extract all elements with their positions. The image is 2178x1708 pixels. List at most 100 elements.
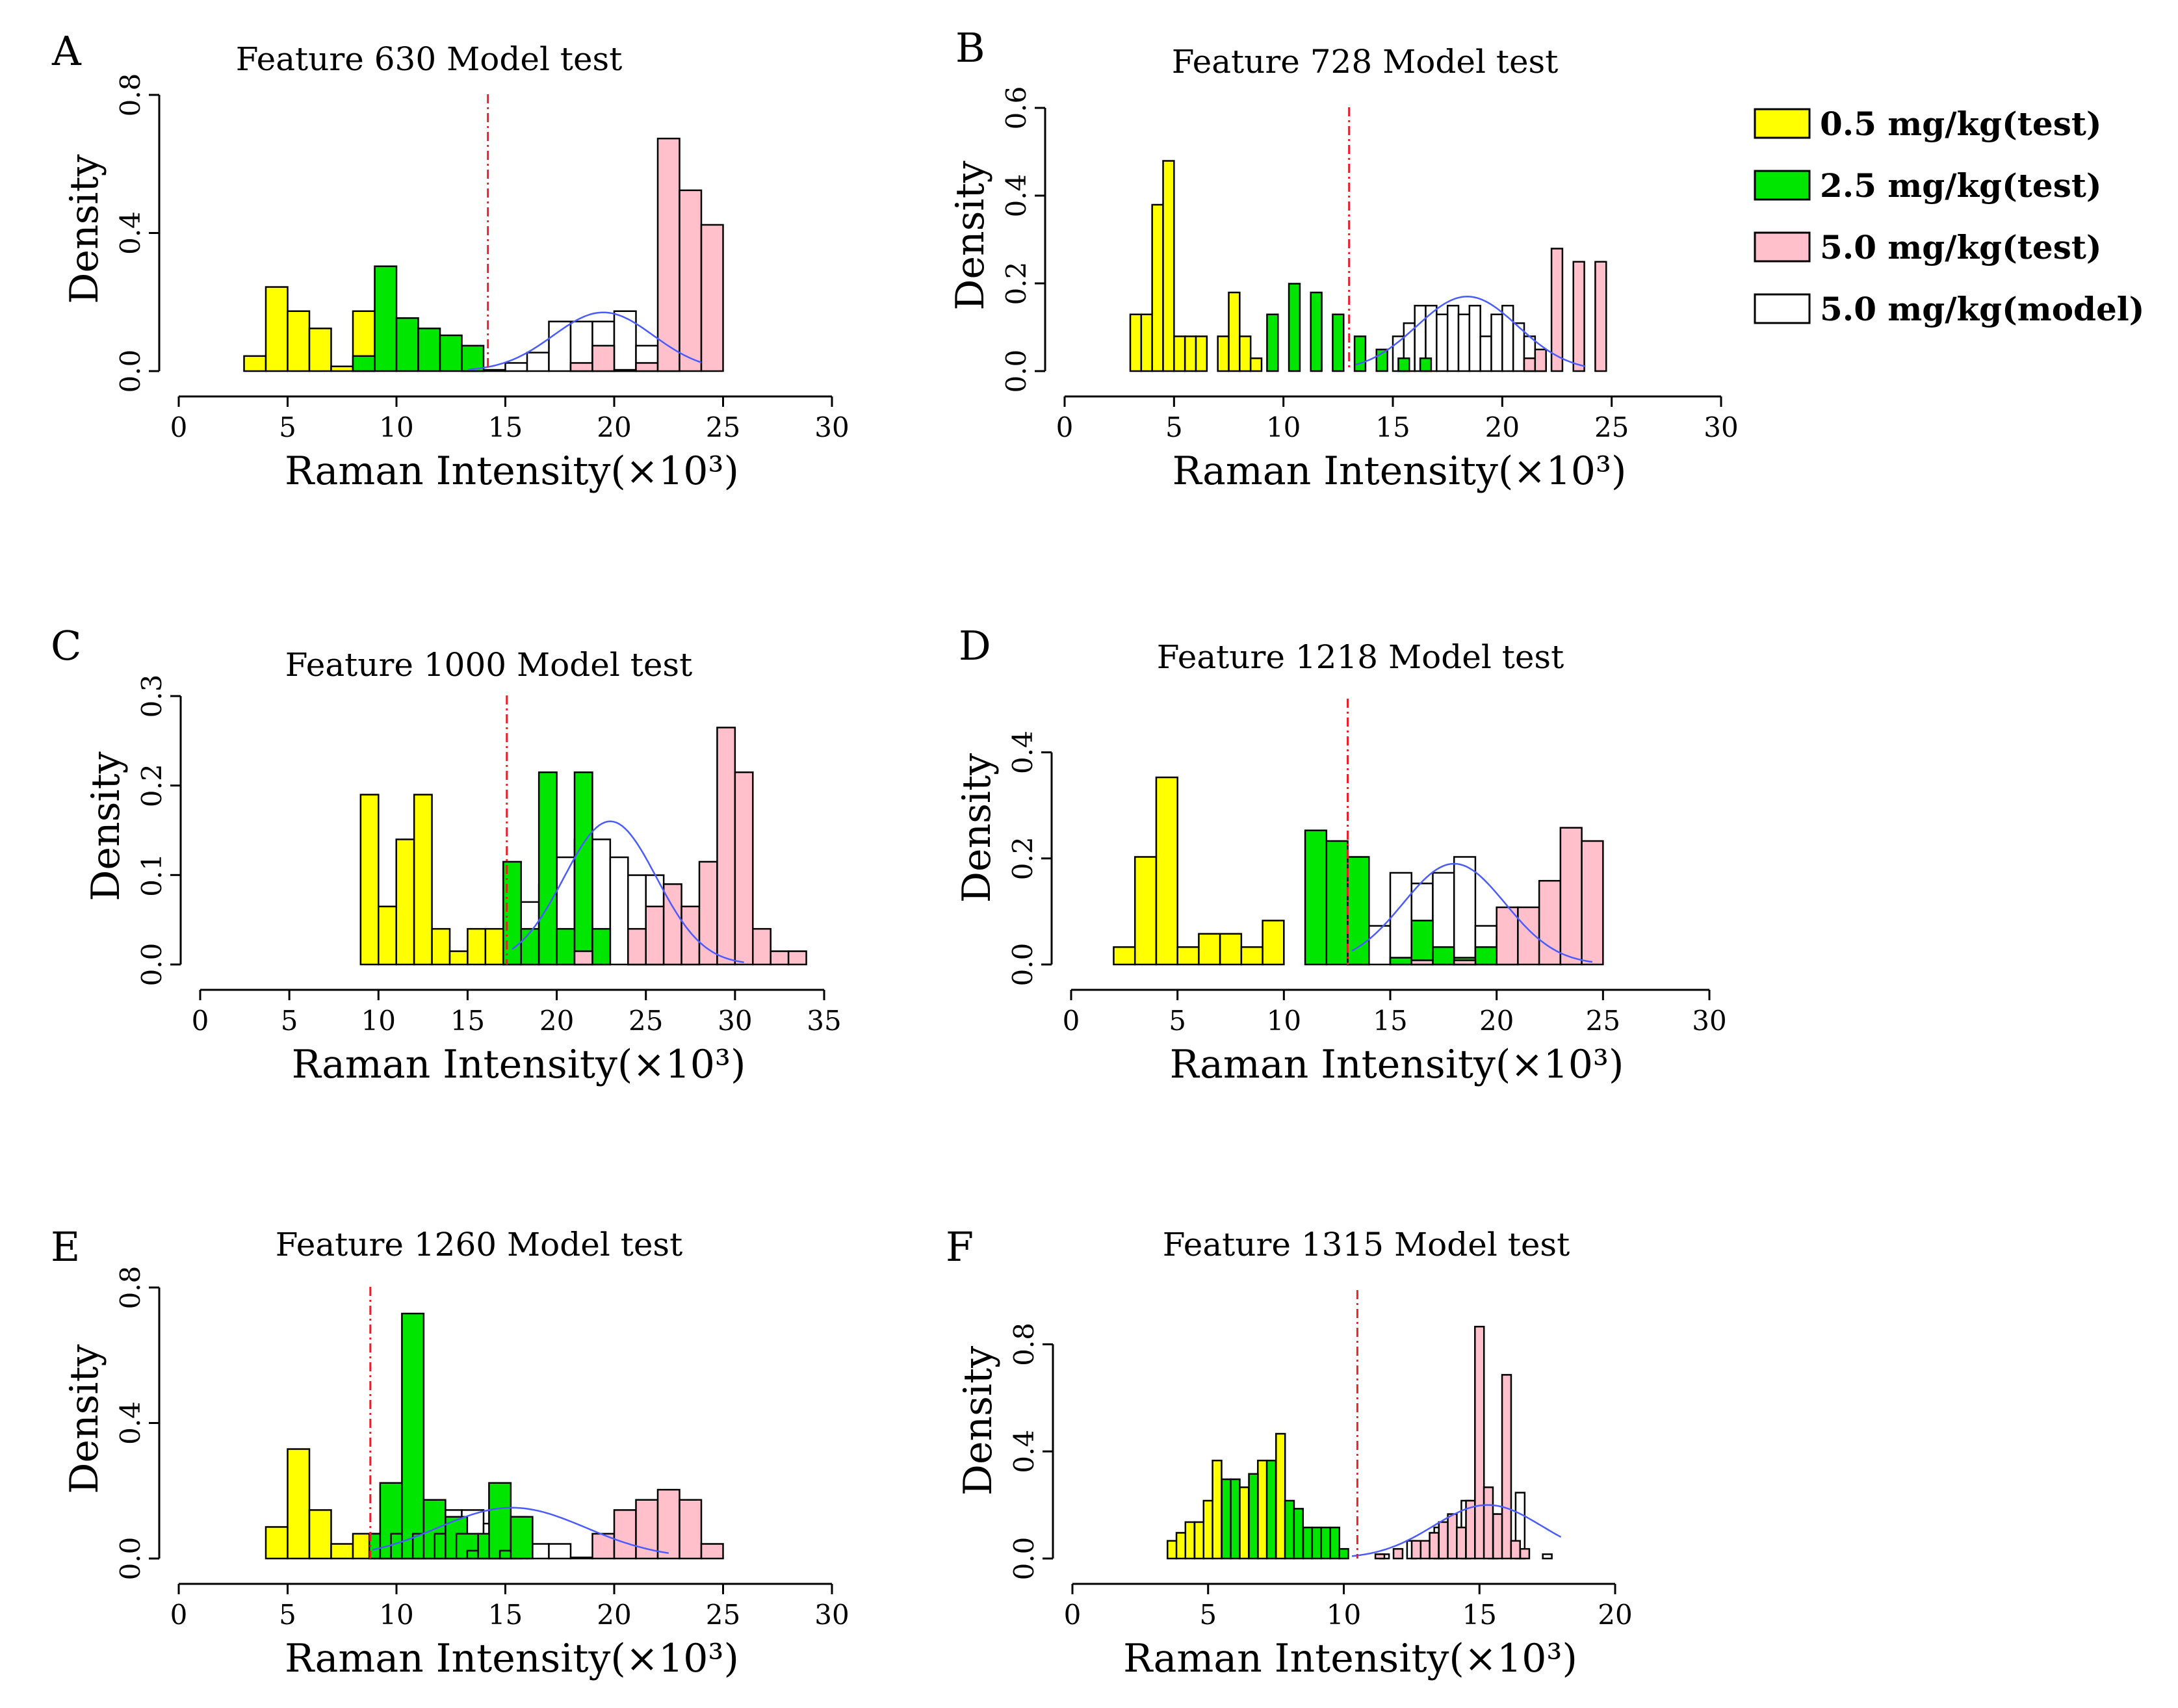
- legend-label: 0.5 mg/kg(test): [1820, 105, 2102, 143]
- fitted-density-curve: [468, 311, 702, 370]
- bar-white: [1490, 313, 1503, 372]
- bar-pink: [573, 950, 593, 966]
- bar-pink: [700, 1543, 724, 1560]
- legend-swatch: [1754, 108, 1811, 139]
- x-tick-label: 20: [1485, 411, 1520, 443]
- bar-yellow: [1195, 335, 1208, 372]
- y-tick-label: 0.2: [136, 764, 168, 807]
- bar-pink: [656, 137, 681, 372]
- y-axis-label: Density: [62, 154, 107, 304]
- bar-yellow: [1212, 1459, 1223, 1560]
- x-tick-label: 20: [539, 1005, 574, 1037]
- y-axis-label: Density: [954, 753, 1000, 903]
- bar-yellow: [431, 927, 451, 966]
- chart-panel-c: C Feature 1000 Model test 0 5 10 15 20 25 30 35 Ra…: [51, 622, 842, 1087]
- x-tick-label: 20: [1479, 1005, 1514, 1037]
- bar-green: [1284, 1499, 1295, 1560]
- x-tick-label: 20: [1598, 1599, 1632, 1631]
- bar-pink: [1492, 1513, 1503, 1560]
- x-tick-label: 0: [170, 411, 188, 443]
- bar-yellow: [1257, 1459, 1268, 1560]
- bar-pink: [734, 771, 754, 966]
- bar-green: [1221, 1478, 1232, 1560]
- bar-pink: [1572, 261, 1585, 372]
- bar-green: [1397, 357, 1410, 372]
- x-tick-label: 25: [706, 411, 740, 443]
- bar-yellow: [287, 1448, 311, 1560]
- bar-pink: [635, 1499, 659, 1560]
- x-tick-label: 30: [1704, 411, 1738, 443]
- panel-title: Feature 1218 Model test: [1157, 638, 1564, 676]
- x-tick-label: 35: [807, 1005, 841, 1037]
- y-tick-label: 0.8: [114, 1266, 146, 1310]
- bar-green: [461, 344, 485, 372]
- x-axis-label: Raman Intensity(×10³): [1173, 448, 1627, 494]
- x-tick-label: 5: [1199, 1599, 1217, 1631]
- x-tick-label: 5: [281, 1005, 298, 1037]
- bar-pink: [681, 905, 701, 966]
- bar-yellow: [359, 794, 380, 966]
- bar-white: [1468, 305, 1481, 372]
- chart-panel-f: F Feature 1315 Model test 0 5 10 15 20 Raman In…: [946, 1223, 1633, 1681]
- y-tick-label: 0.0: [114, 350, 146, 393]
- legend: 0.5 mg/kg(test) 2.5 mg/kg(test) 5.0 mg/kg(…: [1754, 105, 2144, 328]
- panel-letter: A: [51, 27, 82, 75]
- y-tick-label: 0.0: [1000, 350, 1032, 393]
- x-axis: 0 5 10 15 20 25 30: [1056, 395, 1739, 443]
- bar-yellow: [448, 950, 469, 966]
- chart-panel-a: A Feature 630 Model test 0 5 10 15 20 25 30 Raman…: [51, 27, 849, 494]
- bar-yellow: [243, 355, 267, 372]
- histogram-bars: [243, 137, 724, 372]
- chart-panel-e: E Feature 1260 Model test 0 5 10 15 20 25 30 Rama…: [51, 1223, 849, 1681]
- chart-panel-d: D Feature 1218 Model test 0 5 10 15 20 25 30 Rama…: [954, 622, 1727, 1087]
- x-tick-label: 0: [192, 1005, 209, 1037]
- y-axis-label: Density: [955, 1346, 1001, 1495]
- y-axis: 0.0 0.1 0.2 0.3: [136, 675, 182, 987]
- y-axis-label: Density: [83, 751, 129, 901]
- bar-green: [1389, 957, 1412, 966]
- bar-pink: [1374, 1553, 1386, 1560]
- x-tick-label: 15: [488, 411, 523, 443]
- bar-pink: [645, 905, 665, 966]
- bar-pink: [591, 344, 616, 372]
- bar-yellow: [395, 838, 415, 966]
- bar-green: [1304, 829, 1328, 966]
- bar-green: [1320, 1526, 1331, 1560]
- bar-yellow: [1249, 357, 1263, 372]
- bar-white: [1501, 305, 1514, 372]
- y-tick-label: 0.0: [114, 1537, 146, 1581]
- y-axis-label: Density: [62, 1344, 107, 1494]
- bar-pink: [1534, 348, 1547, 372]
- bar-green: [1293, 1508, 1304, 1560]
- y-tick-label: 0.8: [1008, 1323, 1040, 1366]
- bar-pink: [752, 927, 771, 966]
- bar-pink: [613, 1509, 637, 1560]
- chart-panel-b: B Feature 728 Model test 0 5 10 15 20 25 30 Raman…: [948, 24, 1739, 494]
- histogram-bars: [265, 1312, 724, 1560]
- bar-white: [1457, 313, 1471, 372]
- chart-panels: A Feature 630 Model test 0 5 10 15 20 25 30 Raman…: [51, 24, 1739, 1681]
- bar-green: [488, 1482, 512, 1560]
- bar-white: [504, 362, 528, 372]
- bar-yellow: [1193, 1521, 1205, 1560]
- x-axis-label: Raman Intensity(×10³): [285, 1636, 739, 1681]
- bar-green: [1410, 920, 1434, 966]
- bar-green: [1432, 946, 1455, 966]
- x-tick-label: 30: [814, 411, 849, 443]
- legend-entry: 2.5 mg/kg(test): [1754, 166, 2102, 205]
- bar-green: [538, 771, 558, 966]
- bar-yellow: [308, 328, 332, 372]
- bar-white: [526, 352, 550, 372]
- bar-white: [1389, 872, 1412, 966]
- bar-pink: [1581, 840, 1604, 966]
- y-tick-label: 0.0: [136, 943, 168, 987]
- y-tick-label: 0.4: [1007, 731, 1039, 774]
- y-tick-label: 0.8: [114, 73, 146, 117]
- x-tick-label: 0: [170, 1599, 188, 1631]
- x-axis-label: Raman Intensity(×10³): [1170, 1042, 1624, 1087]
- bar-pink: [1456, 1526, 1467, 1560]
- bar-yellow: [1202, 1499, 1213, 1560]
- bar-pink: [770, 950, 790, 966]
- bar-yellow: [1167, 1540, 1178, 1560]
- y-tick-label: 0.3: [136, 675, 168, 718]
